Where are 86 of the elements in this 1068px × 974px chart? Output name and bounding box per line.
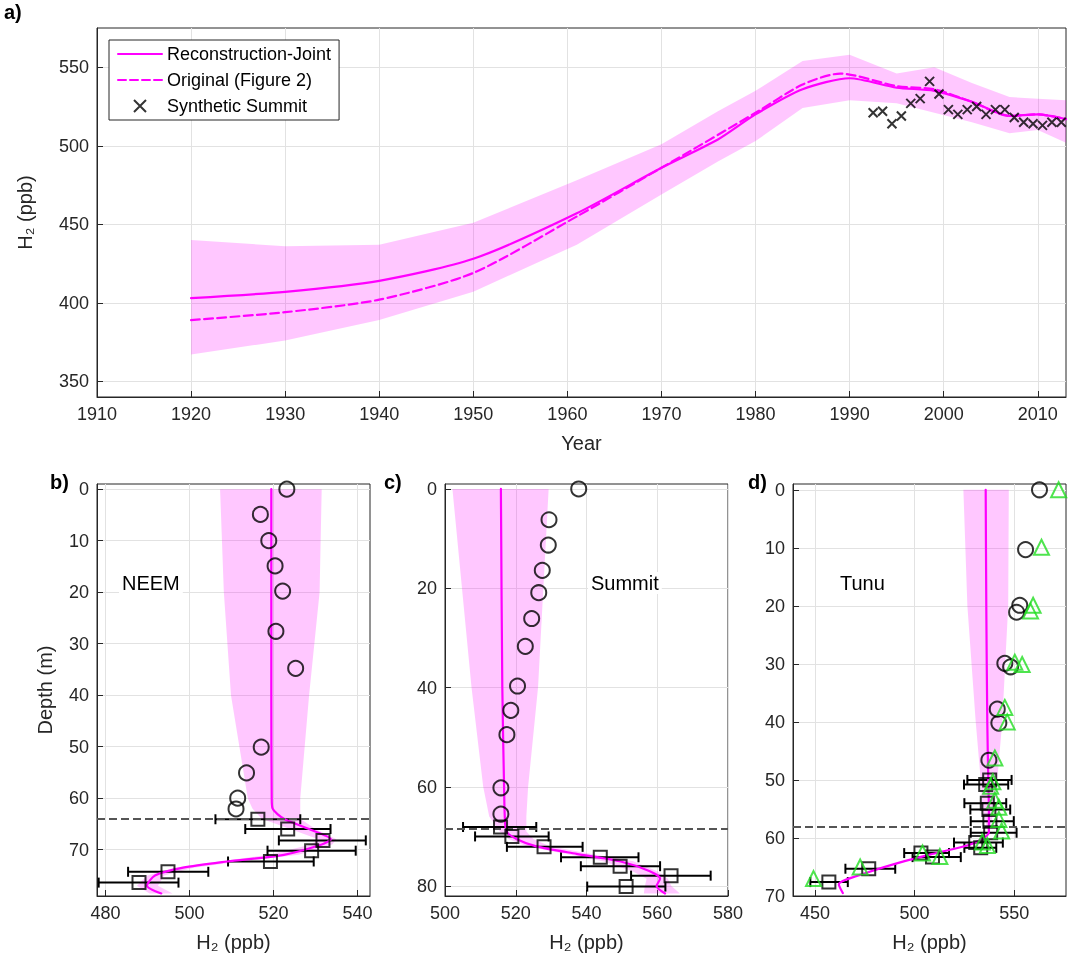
text: d) xyxy=(748,471,767,493)
text: b) xyxy=(50,471,69,493)
x-tick-label: 1950 xyxy=(453,404,494,424)
y-tick-label: 30 xyxy=(68,633,89,654)
y-tick-label: 500 xyxy=(58,135,89,156)
y-tick-label: 50 xyxy=(764,769,785,790)
y-tick-label: 60 xyxy=(764,827,785,848)
x-tick-label: 1960 xyxy=(547,404,588,424)
y-tick-label: 40 xyxy=(68,685,89,706)
y-tick-label: 10 xyxy=(68,530,89,551)
x-axis-title: H₂ (ppb) xyxy=(549,931,624,953)
annotation: Summit xyxy=(591,572,660,594)
point xyxy=(961,104,973,116)
point xyxy=(980,108,992,120)
x-tick-label: 1940 xyxy=(359,404,400,424)
x-tick-label: 500 xyxy=(174,903,205,923)
x-tick-label: 1910 xyxy=(76,404,118,424)
legend-label: Original (Figure 2) xyxy=(167,70,313,90)
y-tick-label: 20 xyxy=(416,578,437,599)
y-tick-label: 60 xyxy=(68,788,89,809)
y-tick-label: 0 xyxy=(426,478,437,499)
y-tick-label: 80 xyxy=(416,876,437,897)
y-axis-title: H₂ (ppb) xyxy=(14,175,36,250)
x-tick-label: 1920 xyxy=(171,404,212,424)
x-tick-label: 1930 xyxy=(265,404,306,424)
y-tick-label: 550 xyxy=(58,57,89,78)
x-tick-label: 560 xyxy=(642,903,673,923)
x-axis-title: H₂ (ppb) xyxy=(892,931,967,953)
y-tick-label: 40 xyxy=(416,677,437,698)
y-tick-label: 0 xyxy=(774,479,785,500)
point xyxy=(971,101,983,113)
y-tick-label: 50 xyxy=(68,736,89,757)
y-tick-label: 0 xyxy=(78,479,89,500)
point xyxy=(914,93,926,105)
x-tick-label: 450 xyxy=(799,903,830,923)
y-tick-label: 40 xyxy=(764,711,785,732)
point xyxy=(877,105,889,117)
legend-label: Synthetic Summit xyxy=(167,96,308,116)
x-tick-label: 520 xyxy=(258,903,289,923)
point xyxy=(989,104,1001,116)
y-tick-label: 70 xyxy=(68,839,89,860)
y-tick-label: 10 xyxy=(764,537,785,558)
annotation: NEEM xyxy=(122,572,180,594)
text: a) xyxy=(4,1,22,23)
point xyxy=(1027,118,1039,130)
x-tick-label: 550 xyxy=(999,903,1030,923)
point xyxy=(905,97,917,109)
x-tick-label: 540 xyxy=(571,903,602,923)
x-tick-label: 540 xyxy=(342,903,373,923)
y-tick-label: 60 xyxy=(416,776,437,797)
y-tick-label: 20 xyxy=(764,595,785,616)
point xyxy=(867,107,879,119)
point xyxy=(1036,119,1048,131)
text: c) xyxy=(384,471,402,493)
y-tick-label: 350 xyxy=(58,371,89,392)
x-tick-label: 500 xyxy=(899,903,930,923)
x-tick-label: 2000 xyxy=(923,404,964,424)
y-tick-label: 20 xyxy=(68,582,89,603)
x-tick-label: 2010 xyxy=(1017,404,1058,424)
x-axis-title: H₂ (ppb) xyxy=(196,931,271,953)
point xyxy=(895,110,907,122)
point xyxy=(942,104,954,116)
x-tick-label: 480 xyxy=(90,903,121,923)
point xyxy=(924,75,936,87)
x-tick-label: 1970 xyxy=(641,404,682,424)
point xyxy=(1046,116,1058,128)
y-axis-title: Depth (m) xyxy=(34,645,56,735)
point xyxy=(933,88,945,100)
y-tick-label: 30 xyxy=(764,653,785,674)
point xyxy=(1055,116,1067,128)
y-tick-label: 450 xyxy=(58,214,89,235)
legend-label: Reconstruction-Joint xyxy=(167,44,332,64)
point xyxy=(999,104,1011,116)
y-tick-label: 400 xyxy=(58,292,89,313)
point xyxy=(886,118,898,130)
x-axis-title: Year xyxy=(561,432,603,454)
point xyxy=(1018,116,1030,128)
annotation: Tunu xyxy=(840,572,885,594)
x-tick-label: 1990 xyxy=(829,404,870,424)
point xyxy=(1008,112,1020,123)
x-tick-label: 1980 xyxy=(735,404,776,424)
y-tick-label: 70 xyxy=(764,886,785,906)
x-tick-label: 500 xyxy=(429,903,461,923)
point xyxy=(952,108,964,120)
x-tick-label: 580 xyxy=(712,903,744,923)
x-tick-label: 520 xyxy=(500,903,531,923)
